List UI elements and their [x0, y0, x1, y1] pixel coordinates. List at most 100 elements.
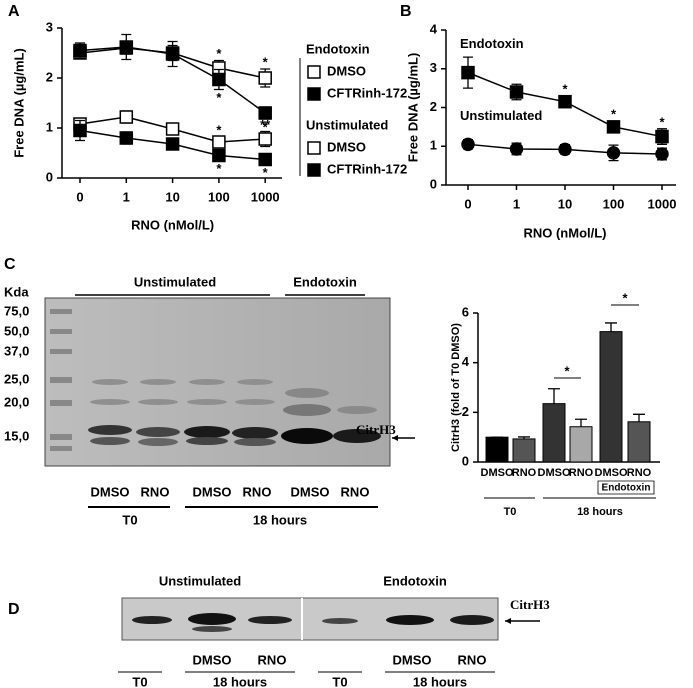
point: [558, 142, 572, 157]
x-tick-label: 0: [464, 196, 471, 211]
point: [655, 147, 669, 161]
x-tick-label: 0: [76, 189, 83, 204]
lane-label: RNO: [258, 652, 287, 667]
point: [606, 146, 621, 160]
legend-swatch: [307, 163, 321, 177]
significance-label: *: [562, 81, 568, 96]
y-axis-label: Free DNA (µg/mL): [405, 53, 420, 163]
significance-label: *: [263, 119, 269, 134]
x-tick-label: DMSO: [538, 467, 571, 479]
blot-d: Unstimulated Endotoxin CitrH3 DMSO RNO D…: [118, 573, 550, 688]
band-label: CitrH3: [356, 422, 396, 437]
significance-label: *: [216, 161, 222, 176]
marker-label: 15,0: [4, 428, 29, 443]
y-axis-label: CitrH3 (fold of T0 DMSO): [450, 323, 462, 452]
x-tick-label: 100: [208, 189, 230, 204]
bar: [512, 438, 536, 463]
y-tick-label: 0: [46, 169, 53, 184]
point: [212, 72, 226, 87]
bar: [485, 436, 509, 463]
panel-label: C: [4, 256, 16, 273]
group-label: Unstimulated: [134, 274, 216, 289]
legend-label: DMSO: [327, 63, 366, 78]
bands: [88, 379, 381, 446]
y-axis-label: Free DNA (µg/mL): [11, 48, 26, 158]
panel-label: A: [8, 3, 20, 20]
lane-label: DMSO: [193, 484, 232, 499]
x-tick-label: 1000: [251, 189, 280, 204]
point: [258, 71, 272, 85]
bar: [627, 421, 651, 463]
legend-label: DMSO: [327, 139, 366, 154]
group-box: [597, 480, 655, 495]
band-label: CitrH3: [510, 597, 550, 612]
y-tick-label: 1: [430, 138, 437, 153]
significance-label: *: [216, 46, 222, 61]
error-bar: [548, 388, 560, 404]
point: [212, 135, 226, 149]
group-label: T0: [504, 506, 517, 518]
bar: [599, 331, 623, 463]
point: [119, 131, 134, 145]
x-tick-label: RNO: [512, 467, 537, 479]
y-tick-label: 2: [430, 99, 437, 114]
point: [73, 43, 87, 58]
lane-label: DMSO: [193, 652, 232, 667]
x-tick-label: 1: [513, 196, 520, 211]
marker-label: 75,0: [4, 303, 29, 318]
lane-label: RNO: [243, 484, 272, 499]
time-label: 18 hours: [413, 674, 467, 688]
point: [509, 142, 524, 156]
group-label: Endotoxin: [602, 483, 651, 494]
point: [606, 120, 621, 134]
series-label: Unstimulated: [460, 108, 542, 123]
time-label: T0: [132, 674, 147, 688]
x-tick-label: 1000: [648, 196, 677, 211]
error-bar: [605, 322, 617, 332]
significance-label: *: [564, 363, 570, 378]
significance-label: *: [659, 114, 665, 129]
point: [165, 137, 180, 151]
series-label: Endotoxin: [460, 36, 524, 51]
y-tick-label: 0: [430, 176, 437, 191]
lane-label: RNO: [141, 484, 170, 499]
point: [119, 40, 134, 54]
panel-label: D: [8, 601, 20, 618]
legend-label: CFTRinh-172: [327, 161, 407, 176]
time-label: T0: [332, 674, 347, 688]
ladder: [50, 309, 72, 451]
x-tick-label: RNO: [569, 467, 594, 479]
significance-label: *: [263, 165, 269, 180]
x-tick-label: DMSO: [481, 467, 514, 479]
y-tick-label: 2: [46, 69, 53, 84]
lane-label: DMSO: [393, 652, 432, 667]
significance-label: *: [263, 54, 269, 69]
x-tick-label: 100: [603, 196, 625, 211]
point: [258, 132, 272, 146]
lane-label: DMSO: [91, 484, 130, 499]
y-tick-label: 3: [430, 60, 437, 75]
legend-swatch: [307, 141, 321, 155]
x-tick-label: RNO: [627, 467, 652, 479]
marker-label: 20,0: [4, 394, 29, 409]
significance-label: *: [622, 290, 628, 305]
legend-swatch: [307, 87, 321, 101]
point: [461, 65, 475, 80]
y-tick-label: 3: [46, 19, 53, 34]
legend-group: Unstimulated: [306, 117, 388, 132]
group-label: 18 hours: [577, 506, 623, 518]
x-axis-label: RNO (nMol/L): [523, 225, 606, 240]
blot-c: Kda 75,0 50,0 37,0 25,0 20,0 15,0 Unstim…: [4, 274, 415, 527]
group-label: Unstimulated: [159, 573, 241, 588]
y-tick-label: 0: [462, 453, 469, 468]
point: [73, 123, 87, 138]
significance-label: *: [611, 107, 617, 122]
lane-label: DMSO: [291, 484, 330, 499]
marker-label: 50,0: [4, 323, 29, 338]
y-tick-label: 4: [462, 354, 470, 369]
significance-label: **: [260, 117, 271, 132]
lane-label: RNO: [341, 484, 370, 499]
group-label: Endotoxin: [293, 274, 357, 289]
bar: [569, 426, 593, 463]
y-tick-label: 2: [462, 404, 469, 419]
